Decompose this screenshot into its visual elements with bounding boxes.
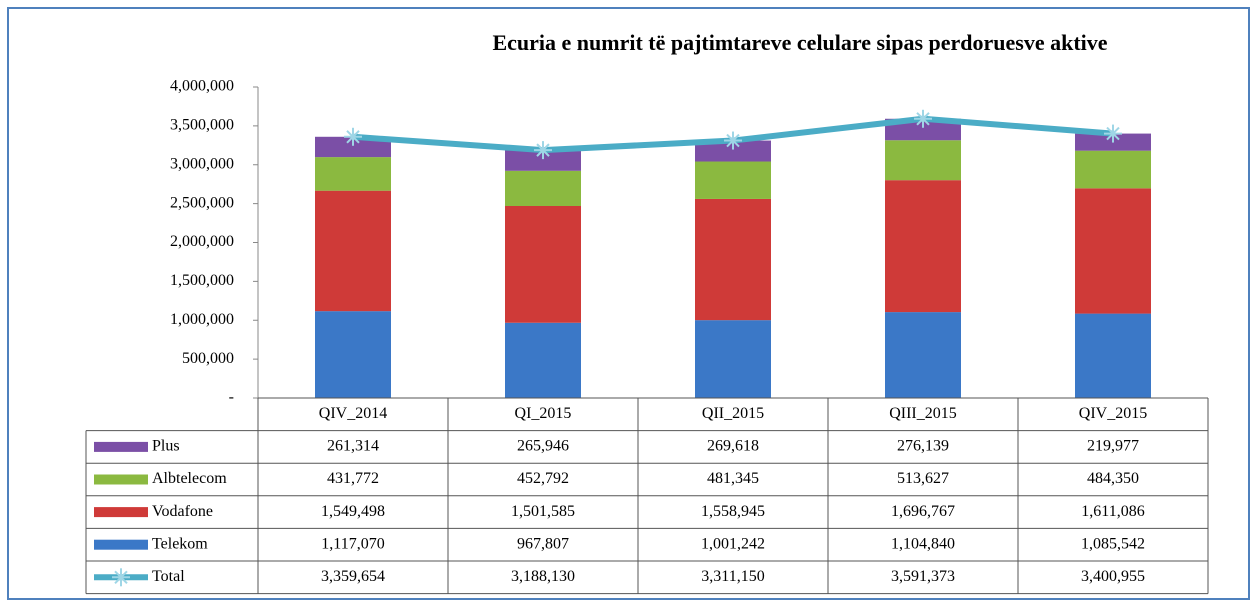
table-value: 1,558,945 — [701, 503, 765, 520]
y-tick-label: - — [229, 389, 234, 406]
table-value: 513,627 — [897, 470, 949, 487]
legend-swatch — [94, 441, 148, 452]
bar — [505, 170, 581, 207]
chart-title: Ecuria e numrit të pajtimtareve celulare… — [492, 30, 1107, 55]
y-tick-label: 1,500,000 — [170, 272, 234, 289]
x-tick-label: QIII_2015 — [889, 405, 957, 422]
bar — [695, 320, 771, 398]
bar — [695, 198, 771, 321]
legend-label: Total — [152, 568, 185, 585]
table-value: 1,611,086 — [1081, 503, 1144, 520]
bar — [315, 190, 391, 312]
table-value: 452,792 — [517, 470, 569, 487]
bar — [315, 311, 391, 398]
y-tick-label: 3,000,000 — [170, 155, 234, 172]
y-tick-label: 2,500,000 — [170, 194, 234, 211]
x-tick-label: QIV_2014 — [319, 405, 387, 422]
line-marker — [914, 109, 932, 128]
bar — [885, 312, 961, 398]
table-value: 1,501,585 — [511, 503, 575, 520]
bar — [315, 136, 391, 158]
y-tick-label: 500,000 — [182, 350, 234, 367]
legend-label: Albtelecom — [152, 470, 227, 487]
table-value: 1,696,767 — [891, 503, 955, 520]
table-value: 3,311,150 — [701, 568, 764, 585]
y-tick-label: 3,500,000 — [170, 117, 234, 134]
table-value: 3,359,654 — [321, 568, 385, 585]
table-value: 3,188,130 — [511, 568, 575, 585]
legend-label: Plus — [152, 438, 180, 455]
legend-swatch — [94, 539, 148, 550]
bar — [505, 206, 581, 323]
table-value: 1,001,242 — [701, 535, 765, 552]
table-value: 3,400,955 — [1081, 568, 1145, 585]
legend-label: Vodafone — [152, 503, 213, 520]
line-marker — [534, 141, 552, 160]
table-value: 967,807 — [517, 535, 569, 552]
bar — [885, 180, 961, 313]
bar — [505, 322, 581, 398]
table-value: 1,085,542 — [1081, 535, 1145, 552]
table-value: 1,549,498 — [321, 503, 385, 520]
table-value: 219,977 — [1087, 438, 1139, 455]
table-value: 484,350 — [1087, 470, 1139, 487]
bar — [1075, 188, 1151, 314]
y-tick-label: 1,000,000 — [170, 311, 234, 328]
x-tick-label: QIV_2015 — [1079, 405, 1147, 422]
bar — [885, 140, 961, 181]
table-value: 276,139 — [897, 438, 949, 455]
table-value: 1,104,840 — [891, 535, 955, 552]
table-value: 481,345 — [707, 470, 759, 487]
line-marker — [724, 131, 742, 150]
bar — [315, 157, 391, 191]
x-tick-label: QII_2015 — [702, 405, 764, 422]
bar — [695, 140, 771, 162]
table-value: 431,772 — [327, 470, 379, 487]
bar — [1075, 150, 1151, 189]
y-tick-label: 2,000,000 — [170, 233, 234, 250]
table-value: 269,618 — [707, 438, 759, 455]
bar — [505, 150, 581, 171]
legend-label: Telekom — [152, 535, 208, 552]
bar — [695, 161, 771, 199]
bar — [1075, 313, 1151, 398]
legend-swatch — [94, 474, 148, 485]
table-value: 265,946 — [517, 438, 569, 455]
line-marker — [344, 127, 362, 146]
y-tick-label: 4,000,000 — [170, 78, 234, 95]
table-value: 1,117,070 — [321, 535, 384, 552]
legend-swatch — [94, 507, 148, 518]
bar — [885, 118, 961, 141]
table-value: 261,314 — [327, 438, 379, 455]
line-marker — [1104, 124, 1122, 143]
table-value: 3,591,373 — [891, 568, 955, 585]
chart-border — [7, 7, 1250, 600]
legend-marker — [112, 568, 130, 587]
x-tick-label: QI_2015 — [515, 405, 572, 422]
